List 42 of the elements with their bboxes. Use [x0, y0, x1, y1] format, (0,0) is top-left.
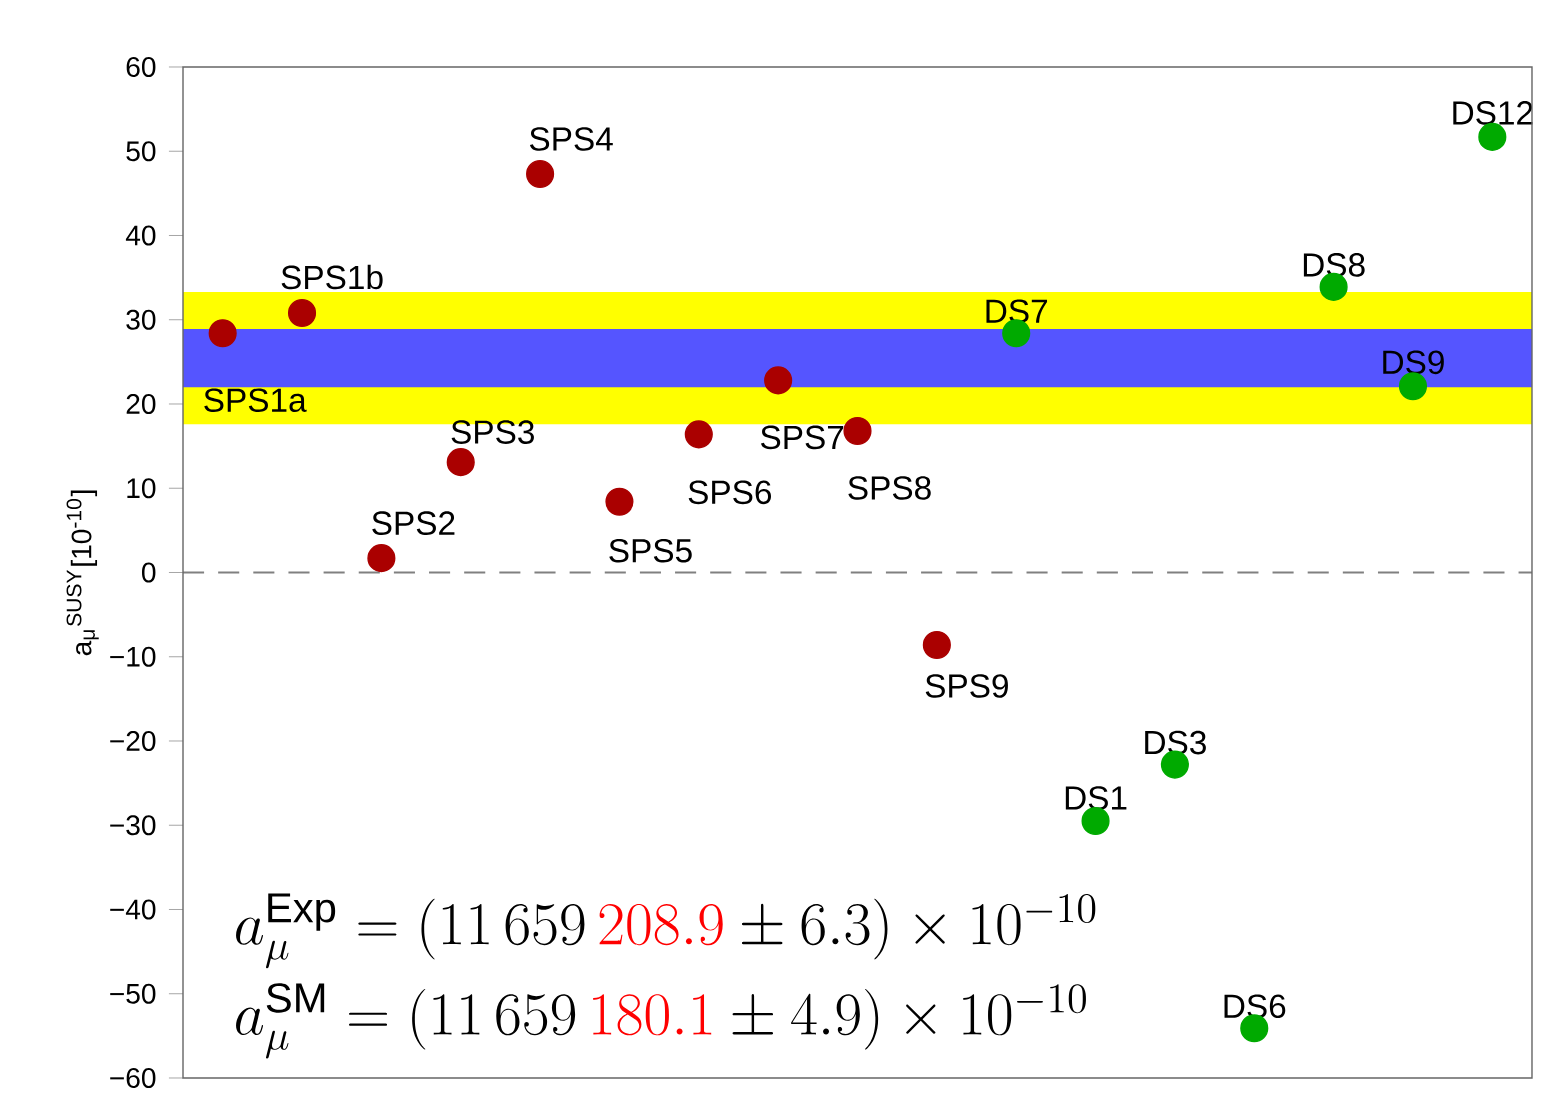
point [287, 298, 317, 328]
annotation: SPS3 [451, 420, 534, 444]
y-tick-label: 60 [126, 57, 156, 77]
point [764, 366, 793, 395]
annotation: SPS2 [372, 511, 455, 535]
annotation: SPS4 [529, 127, 613, 151]
annotation: SPS1a [204, 388, 307, 413]
y-axis-title: a$_{μ}$$^{SUSY}$[10$^{-10}$] [66, 490, 99, 656]
annotation: SPS1b [281, 264, 383, 290]
y-tick-label: −60 [110, 1068, 156, 1088]
annotation: SPS5 [609, 538, 692, 563]
annotation: DS12 [1453, 101, 1533, 125]
point [208, 319, 237, 348]
y-tick-label: 20 [126, 394, 156, 414]
annotation: DS3 [1145, 730, 1206, 755]
annotation: SPS6 [688, 480, 771, 505]
point [446, 448, 475, 477]
annotation: DS6 [1224, 994, 1286, 1019]
y-tick-label: 50 [126, 141, 156, 162]
point [367, 544, 396, 573]
y-tick-label: 0 [141, 562, 156, 583]
y-tick-label: 40 [125, 225, 156, 246]
point [684, 420, 713, 449]
annotation: $a_{\mu}^{\mathrm{SM}} = (11\,659\,{\color{red}180.1} \pm 4.9) \times 10^{-10}$ [236, 983, 1086, 1059]
point [922, 630, 951, 660]
annotation: SPS9 [925, 674, 1008, 698]
annotation: DS1 [1065, 786, 1127, 810]
y-tick-label: 30 [126, 309, 156, 330]
y-tick-label: −20 [110, 731, 156, 751]
y-tick-label: −30 [110, 815, 156, 836]
point [843, 416, 872, 446]
annotation: SPS8 [848, 476, 931, 500]
y-tick-label: −50 [110, 983, 156, 1004]
annotation: SPS7 [761, 425, 844, 450]
annotation: DS9 [1383, 350, 1444, 375]
annotation: DS8 [1303, 253, 1365, 277]
point [605, 487, 634, 516]
annotation: $a_{\mu}^{\mathrm{Exp}} = (11\,659\,{\color{red}208.9} \pm 6.3) \times 10^{-10}$ [236, 893, 1096, 969]
y-tick-label: −10 [110, 646, 156, 667]
y-tick-label: 10 [127, 478, 156, 499]
point [526, 159, 555, 189]
y-tick-label: −40 [110, 899, 156, 920]
